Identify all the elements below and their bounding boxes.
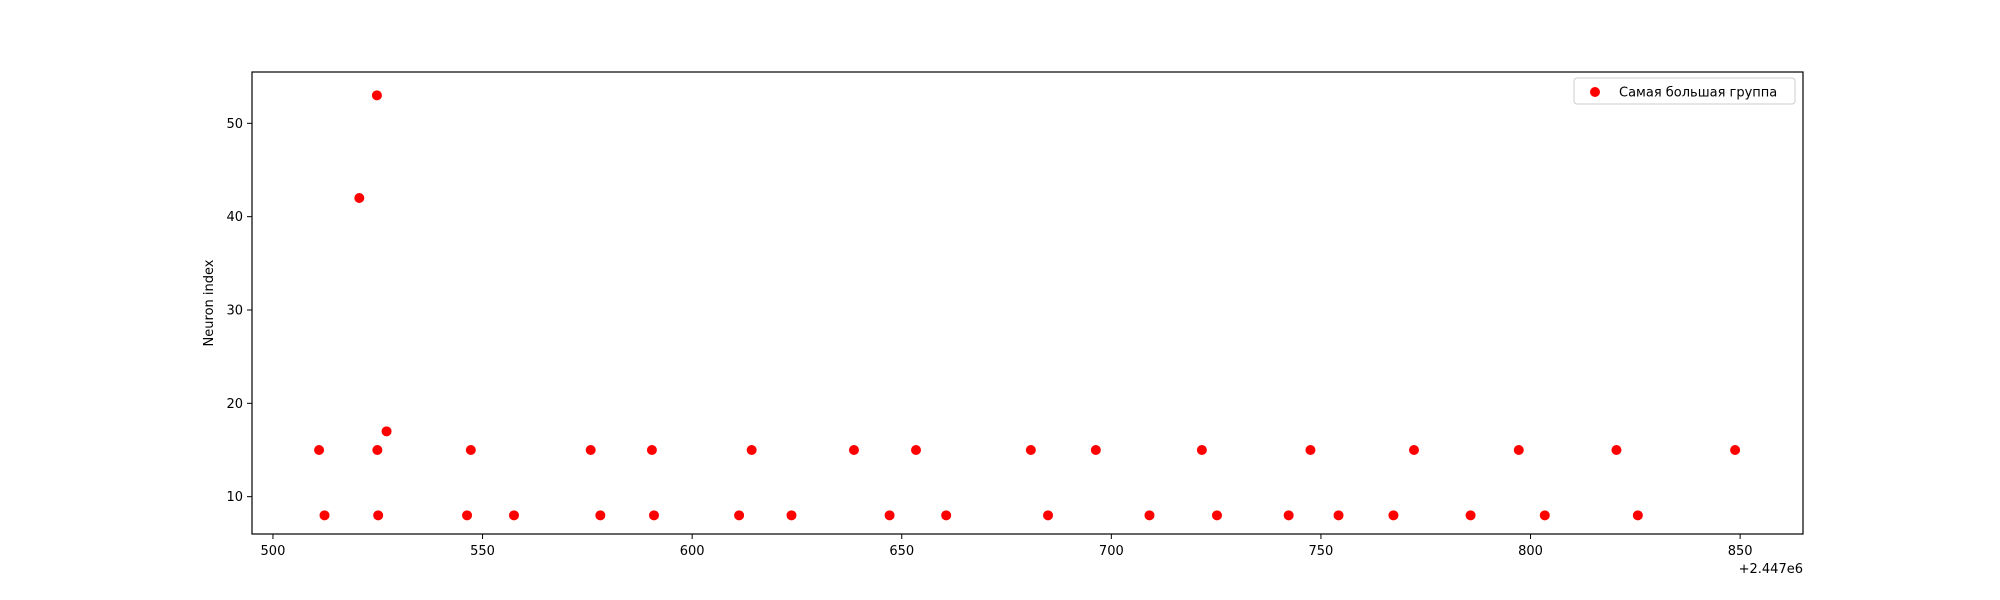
- data-point: [372, 445, 383, 455]
- data-point: [319, 510, 330, 521]
- data-point: [911, 445, 921, 455]
- data-point: [371, 90, 382, 101]
- data-point: [1611, 445, 1622, 455]
- x-tick-label: 800: [1518, 544, 1543, 559]
- data-point: [941, 510, 952, 521]
- data-point: [1283, 510, 1294, 521]
- y-tick-label: 10: [226, 490, 243, 505]
- data-point: [1043, 510, 1054, 521]
- data-point: [1333, 510, 1344, 521]
- data-point: [381, 426, 392, 437]
- legend-box: [1573, 77, 1796, 105]
- data-point: [646, 445, 657, 455]
- x-axis-offset-label: +2.447e6: [1739, 562, 1803, 577]
- data-point: [786, 510, 797, 521]
- data-point: [373, 510, 384, 521]
- x-tick-label: 600: [680, 544, 705, 559]
- data-point: [1144, 510, 1155, 521]
- data-point: [734, 510, 745, 521]
- legend-marker: [1590, 87, 1600, 97]
- data-point: [1211, 510, 1222, 521]
- data-point: [1388, 510, 1399, 521]
- data-point: [314, 445, 325, 455]
- data-point: [1632, 510, 1643, 521]
- data-point: [354, 193, 365, 203]
- data-point: [595, 510, 606, 521]
- y-tick-label: 40: [226, 210, 243, 225]
- data-point: [585, 445, 596, 455]
- data-point: [649, 510, 659, 521]
- y-tick-label: 20: [226, 397, 243, 412]
- x-axis-ticks: 500 550 600 650 700 750 800 850: [261, 534, 1753, 559]
- y-tick-label: 30: [226, 304, 243, 319]
- marks-layer: [314, 90, 1741, 521]
- x-tick-label: 700: [1099, 544, 1124, 559]
- data-point: [746, 445, 757, 455]
- data-point: [465, 445, 476, 455]
- data-point: [508, 510, 519, 521]
- data-point: [1513, 445, 1524, 455]
- y-tick-label: 50: [226, 117, 243, 132]
- data-point: [1730, 445, 1741, 455]
- x-tick-label: 500: [261, 544, 286, 559]
- data-point: [462, 510, 473, 521]
- x-tick-label: 850: [1728, 544, 1753, 559]
- y-axis-label: Neuron index: [202, 259, 217, 346]
- data-point: [1465, 510, 1476, 521]
- data-point: [1408, 445, 1419, 455]
- legend-label: Самая большая группа: [1619, 86, 1777, 101]
- data-point: [1539, 510, 1550, 521]
- data-point: [884, 510, 895, 521]
- legend: Самая большая группа: [1573, 77, 1796, 105]
- x-tick-label: 550: [470, 544, 495, 559]
- data-point: [1090, 445, 1101, 455]
- x-tick-label: 650: [889, 544, 914, 559]
- plot-frame: [251, 71, 1804, 535]
- data-point: [848, 445, 859, 455]
- x-tick-label: 750: [1309, 544, 1334, 559]
- data-point: [1305, 445, 1316, 455]
- data-point: [1025, 445, 1036, 455]
- y-axis-ticks: 10 20 30 40 50: [226, 117, 252, 505]
- data-point: [1196, 445, 1207, 455]
